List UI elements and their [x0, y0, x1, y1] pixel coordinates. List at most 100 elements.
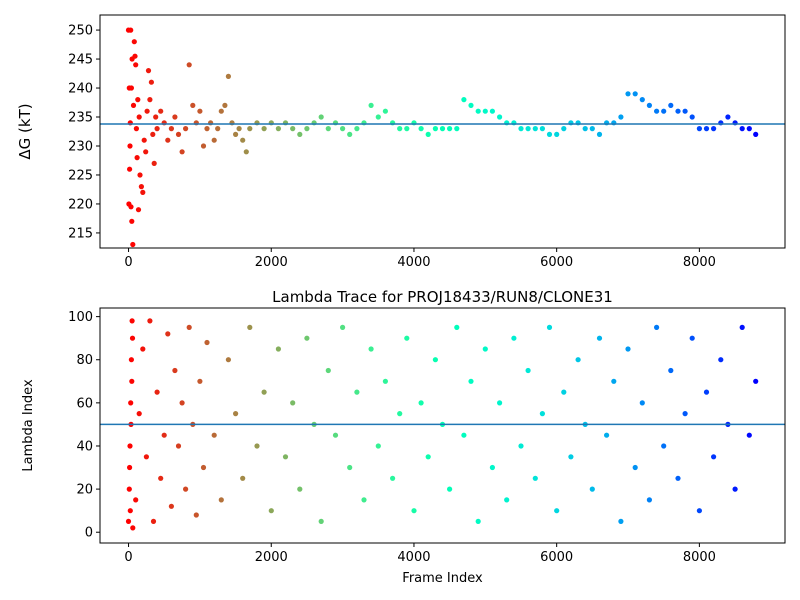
data-point	[304, 335, 310, 341]
data-point	[193, 512, 199, 518]
data-point	[661, 108, 667, 114]
data-point	[525, 126, 531, 132]
data-point	[725, 114, 731, 120]
data-point	[137, 172, 143, 178]
x-tick-label: 6000	[540, 255, 573, 270]
data-point	[133, 62, 139, 68]
data-point	[575, 357, 581, 363]
data-point	[275, 126, 281, 132]
data-point	[475, 108, 481, 114]
y-tick-label: 40	[76, 439, 93, 454]
data-point	[144, 108, 150, 114]
data-point	[143, 149, 149, 155]
data-point	[134, 155, 140, 161]
lambda-axes-frame	[99, 307, 786, 544]
x-tick-label: 8000	[683, 550, 716, 565]
data-point	[425, 131, 431, 137]
data-point	[347, 131, 353, 137]
data-point	[197, 108, 203, 114]
data-point	[190, 102, 196, 108]
data-point	[165, 331, 171, 337]
data-point	[475, 518, 481, 525]
data-point	[168, 126, 174, 132]
data-point	[682, 411, 688, 417]
data-point	[240, 475, 246, 481]
data-point	[596, 131, 603, 137]
data-point	[179, 149, 185, 155]
data-point	[318, 114, 324, 120]
data-point	[703, 126, 710, 132]
x-tick-label: 0	[124, 550, 132, 565]
data-point	[282, 454, 289, 460]
data-point	[732, 486, 738, 492]
data-point	[154, 126, 160, 132]
data-point	[646, 102, 653, 108]
lambda-y-axis-label: Lambda Index	[21, 379, 36, 472]
data-point	[675, 108, 681, 114]
data-point	[133, 126, 139, 132]
delta-g-x-ticks: 0 2000 4000 6000 8000	[124, 248, 716, 270]
data-point	[290, 400, 296, 406]
data-point	[183, 126, 189, 132]
x-tick-label: 0	[124, 255, 132, 270]
data-point	[211, 137, 217, 143]
data-point	[497, 114, 503, 120]
data-point	[148, 79, 154, 85]
data-point	[268, 508, 274, 514]
data-point	[661, 443, 667, 449]
data-point	[128, 204, 134, 210]
data-point	[682, 108, 688, 114]
lambda-x-axis-label: Frame Index	[402, 571, 483, 586]
data-point	[454, 126, 460, 132]
data-point	[136, 411, 142, 417]
data-point	[746, 126, 752, 132]
data-point	[382, 378, 388, 384]
data-point	[418, 400, 424, 406]
data-point	[138, 184, 144, 190]
data-point	[125, 518, 132, 525]
data-point	[561, 126, 567, 132]
data-point	[211, 432, 217, 438]
data-point	[418, 126, 424, 132]
data-point	[454, 324, 460, 330]
data-point	[168, 503, 174, 509]
data-point	[127, 443, 133, 449]
data-point	[347, 464, 353, 471]
data-point	[404, 335, 410, 341]
data-point	[753, 378, 759, 384]
delta-g-axes-frame	[99, 14, 786, 249]
data-point	[432, 126, 438, 132]
y-tick-label: 0	[85, 526, 93, 541]
data-point	[247, 126, 253, 132]
data-point	[625, 346, 631, 352]
data-point	[186, 62, 192, 68]
data-point	[654, 108, 660, 114]
data-point	[439, 126, 446, 132]
data-point	[703, 389, 710, 395]
data-point	[646, 497, 653, 503]
delta-g-panel: 0 2000 4000 6000 8000 2152202252302352402452…	[16, 14, 786, 270]
data-point	[158, 108, 164, 114]
data-point	[130, 102, 137, 108]
y-tick-label: 100	[68, 310, 93, 325]
data-point	[240, 137, 246, 143]
y-tick-label: 250	[68, 24, 93, 39]
data-point	[290, 126, 296, 132]
lambda-markers	[125, 318, 759, 531]
data-point	[133, 497, 139, 503]
data-point	[127, 143, 133, 149]
data-point	[739, 324, 745, 330]
data-point	[447, 126, 453, 132]
data-point	[554, 131, 560, 137]
data-point	[468, 102, 474, 108]
data-point	[589, 486, 595, 492]
data-point	[340, 324, 346, 330]
data-point	[129, 335, 136, 341]
data-point	[132, 53, 138, 59]
data-point	[618, 518, 624, 525]
data-point	[568, 454, 574, 460]
data-point	[689, 114, 695, 120]
data-point	[689, 335, 695, 341]
data-point	[561, 389, 567, 395]
data-point	[711, 454, 717, 460]
